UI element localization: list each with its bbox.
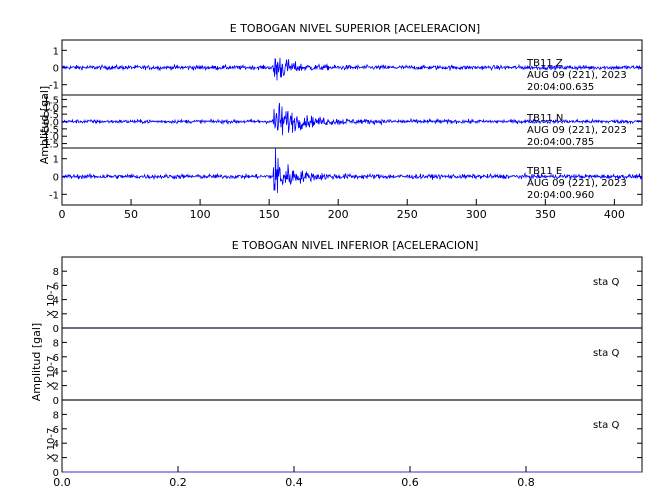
trace-date-label: AUG 09 (221), 2023 [527,125,627,136]
y-tick-label: 0.0 [43,118,59,129]
x-tick-label: 150 [259,208,280,221]
top-panel-group: E TOBOGAN NIVEL SUPERIOR [ACELERACION] A… [38,22,643,221]
x-tick-label: 350 [535,208,556,221]
y-tick-label: 0 [53,173,59,184]
bottom-chart-title: E TOBOGAN NIVEL INFERIOR [ACELERACION] [232,239,479,252]
y-tick-label: 4 [53,296,59,307]
x-tick-label: 0.4 [285,476,303,489]
y-tick-label: 2 [53,454,59,465]
x-tick-label: 200 [328,208,349,221]
x-tick-label: 400 [604,208,625,221]
bottom-trace-panel: 8 6 4 2 0 X 10-7 sta Q [46,256,643,335]
y-tick-label: -1 [49,190,59,201]
y-tick-label: 0 [53,468,59,479]
x-tick-label: 0.2 [169,476,187,489]
trace-time-label: 20:04:00.960 [527,190,594,201]
trace-time-label: 20:04:00.635 [527,82,594,93]
waveform-series [61,147,643,193]
scale-factor-label: X 10-7 [46,284,57,317]
station-label: sta Q [593,420,619,431]
y-tick-label: 8 [53,267,59,278]
bottom-x-axis: 0.0 0.2 0.4 0.6 0.8 [53,466,535,489]
y-tick-label: 8 [53,410,59,421]
y-tick-label: 0 [53,396,59,407]
trace-frame [61,327,643,401]
trace-date-label: AUG 09 (221), 2023 [527,70,627,81]
y-tick-label: 4 [53,439,59,450]
station-label: sta Q [593,277,619,288]
y-tick-label: -1.0 [39,132,59,143]
bottom-panel-group: E TOBOGAN NIVEL INFERIOR [ACELERACION] A… [30,239,643,489]
y-tick-label: 4 [53,367,59,378]
y-tick-label: -1.5 [39,140,59,151]
y-tick-label: 0 [53,324,59,335]
station-label: TB11 E [526,166,562,177]
y-tick-label: -0.5 [39,125,59,136]
x-tick-label: 0.0 [53,476,71,489]
y-tick-label: 2 [53,310,59,321]
x-tick-label: 0.6 [401,476,419,489]
station-label: TB11 N [526,113,563,124]
waveform-series [61,102,643,136]
y-tick-label: 0 [53,64,59,75]
y-tick-label: 1 [53,46,59,57]
y-tick-label: 6 [53,353,59,364]
top-chart-title: E TOBOGAN NIVEL SUPERIOR [ACELERACION] [230,22,480,35]
trace-frame [61,256,643,329]
scale-factor-label: X 10-7 [46,356,57,389]
bottom-y-axis-label: Amplitud [gal] [30,323,43,401]
y-tick-label: 6 [53,425,59,436]
x-tick-label: 300 [466,208,487,221]
x-tick-label: 0.8 [517,476,535,489]
top-x-axis: 0 50 100 150 200 250 300 350 400 [59,199,625,221]
y-tick-label: 1 [53,155,59,166]
scale-factor-label: X 10-7 [46,428,57,461]
trace-date-label: AUG 09 (221), 2023 [527,178,627,189]
x-tick-label: 250 [397,208,418,221]
y-tick-label: 6 [53,281,59,292]
y-tick-label: 8 [53,338,59,349]
y-tick-label: 0.5 [43,110,59,121]
y-tick-label: 2 [53,382,59,393]
y-tick-label: 1.0 [43,103,59,114]
station-label: sta Q [593,348,619,359]
top-y-axis-label: Amplitud [gal] [38,86,51,164]
waveform-series [61,57,643,81]
y-tick-label: -1 [49,81,59,92]
y-tick-label: 1.5 [43,95,59,106]
trace-frame [61,399,643,473]
bottom-traces: 8 6 4 2 0 X 10-7 sta Q 8 6 4 2 0 X 10-7 sta Q 8 6 4 2 0 X 1… [46,256,643,479]
x-tick-label: 0 [59,208,66,221]
bottom-trace-panel: 8 6 4 2 0 X 10-7 sta Q [46,327,643,407]
x-tick-label: 100 [190,208,211,221]
trace-time-label: 20:04:00.785 [527,137,594,148]
bottom-trace-panel: 8 6 4 2 0 X 10-7 sta Q [46,399,643,479]
x-tick-label: 50 [124,208,138,221]
station-label: TB11 Z [526,58,563,69]
